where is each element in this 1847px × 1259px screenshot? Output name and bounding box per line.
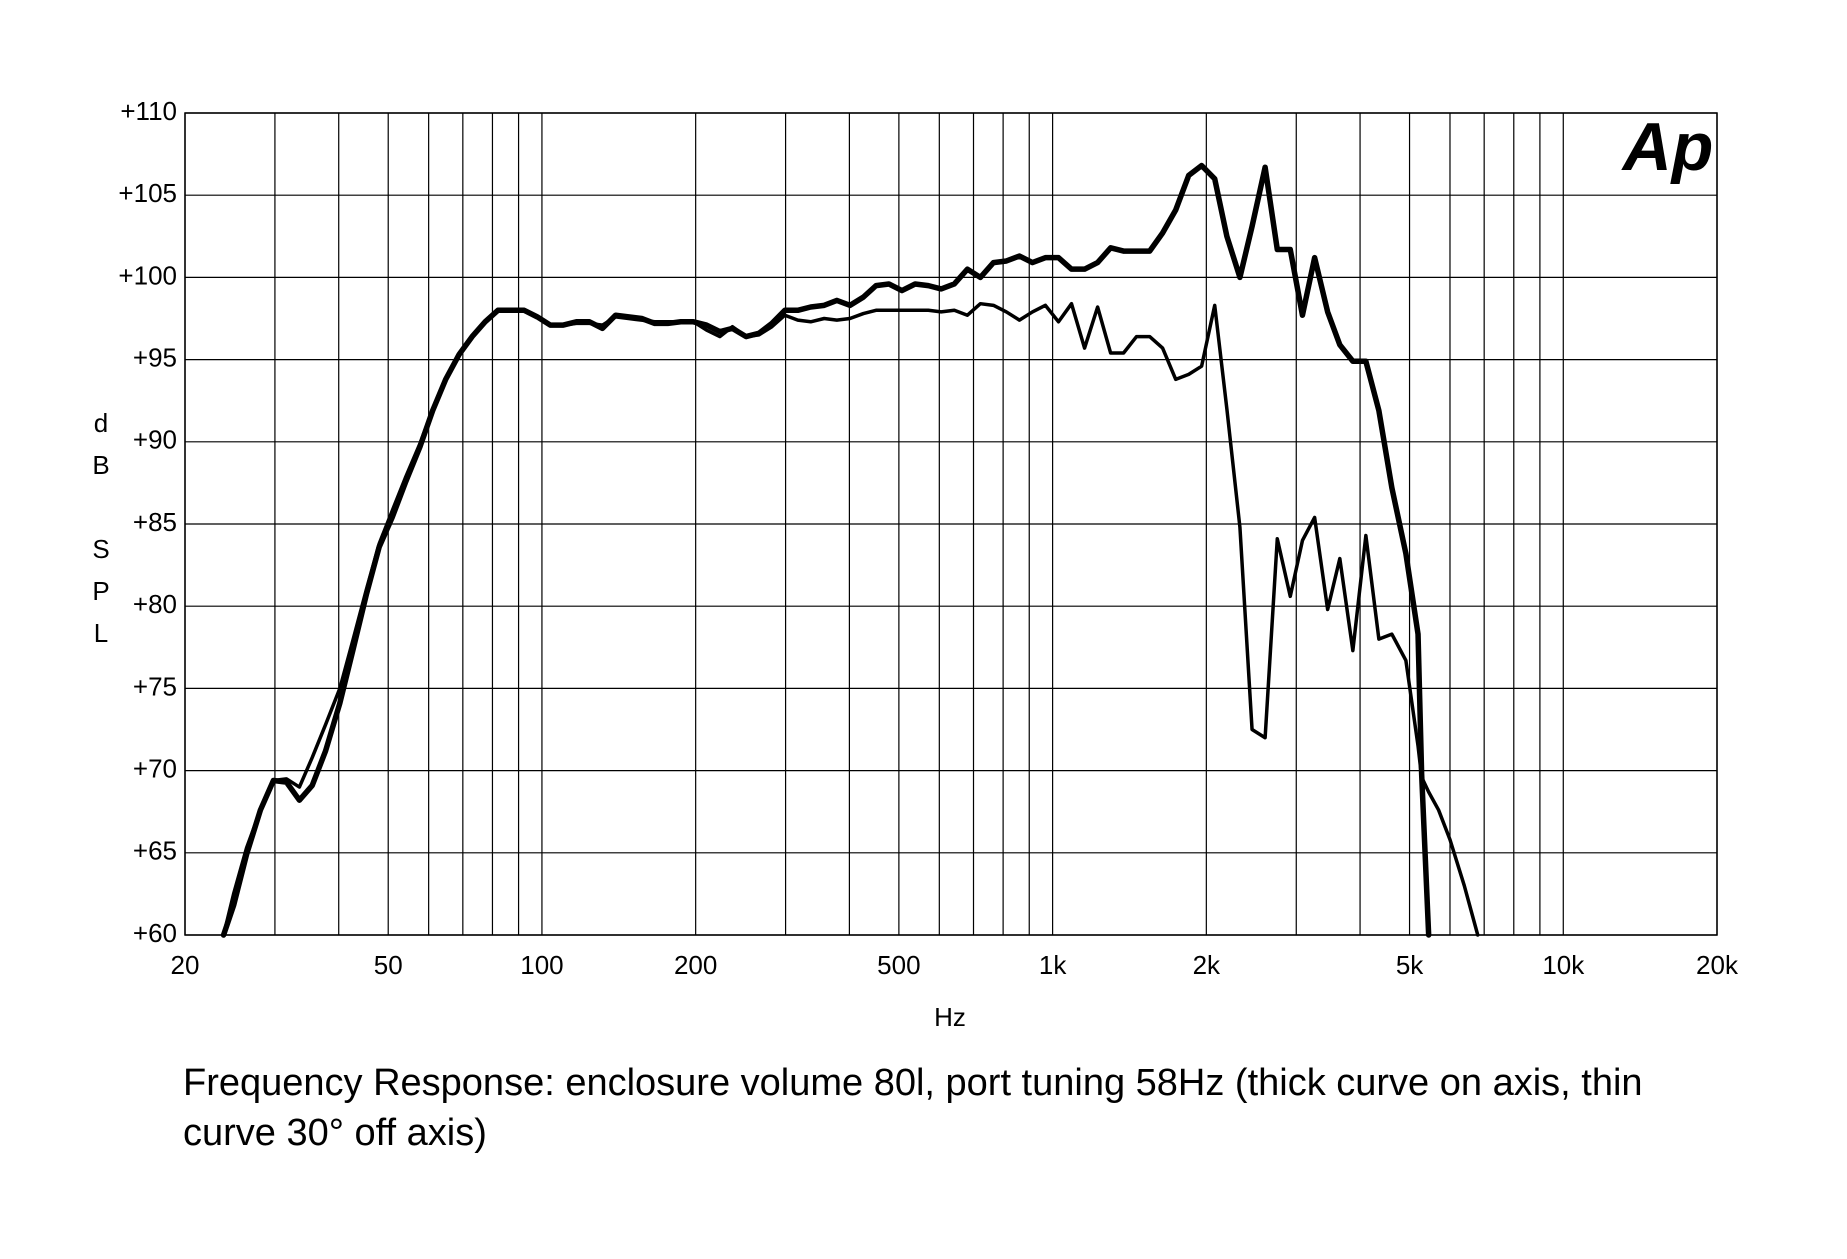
y-tick-label: +70 [133,753,177,783]
x-tick-label: 200 [674,950,717,980]
data-line [221,301,1480,937]
x-tick-label: 50 [374,950,403,980]
y-tick-label: +65 [133,836,177,866]
x-tick-label: 500 [877,950,920,980]
y-tick-label: +95 [133,342,177,372]
x-tick-label: 20k [1696,950,1739,980]
y-tick-label: +100 [118,260,177,290]
y-tick-label: +60 [133,918,177,948]
y-tick-label: +90 [133,425,177,455]
caption: Frequency Response: enclosure volume 80l… [183,1062,1643,1154]
x-tick-label: 10k [1542,950,1585,980]
y-axis-label: dB SPL [86,408,116,660]
data-line [220,162,1432,938]
x-tick-label: 100 [520,950,563,980]
y-tick-label: +75 [133,671,177,701]
y-tick-label: +110 [120,96,177,126]
x-tick-label: 1k [1039,950,1067,980]
x-tick-label: 5k [1396,950,1424,980]
logo: Ap [1621,109,1714,185]
y-tick-label: +80 [133,589,177,619]
y-tick-label: +85 [133,507,177,537]
x-tick-label: 2k [1193,950,1221,980]
x-tick-label: 20 [171,950,200,980]
y-tick-label: +105 [118,178,177,208]
x-axis-label: Hz [934,1002,966,1032]
